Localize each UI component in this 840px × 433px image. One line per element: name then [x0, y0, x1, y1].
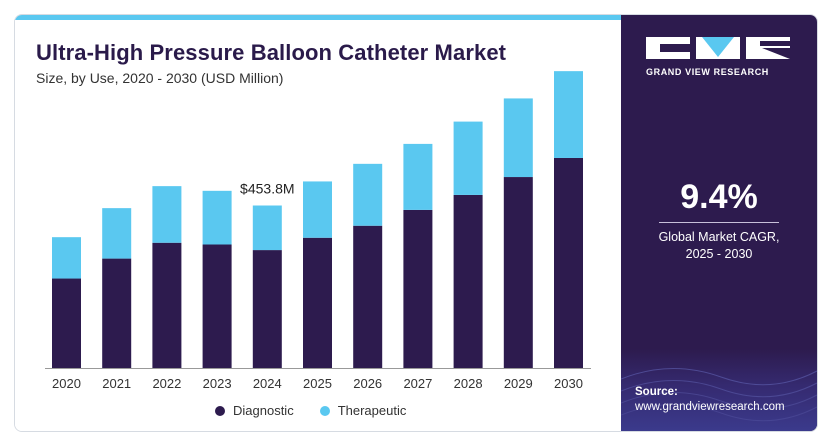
chart-subtitle: Size, by Use, 2020 - 2030 (USD Million) [36, 70, 284, 86]
x-tick-label-2025: 2025 [303, 376, 332, 391]
source-label: Source: [635, 386, 678, 398]
bar-diagnostic-2030 [554, 157, 583, 368]
cagr-divider [659, 222, 779, 223]
cagr-value: 9.4% [680, 178, 758, 216]
bar-diagnostic-2021 [102, 258, 132, 368]
x-tick-label-2023: 2023 [203, 376, 232, 391]
source-url[interactable]: www.grandviewresearch.com [635, 401, 785, 413]
x-tick-label-2030: 2030 [554, 376, 583, 391]
bar-therapeutic-2027 [403, 143, 433, 210]
bar-therapeutic-2022 [152, 186, 182, 243]
legend-item-therapeutic: Therapeutic [319, 403, 407, 418]
bar-diagnostic-2027 [403, 209, 433, 368]
decorative-wave-pattern [621, 349, 817, 431]
bar-therapeutic-2030 [554, 71, 583, 158]
chart-panel: Ultra-High Pressure Balloon Catheter Mar… [15, 20, 621, 431]
x-tick-label-2027: 2027 [403, 376, 432, 391]
logo-mark-v [696, 37, 740, 59]
data-label-2024: $453.8M [240, 180, 294, 196]
bar-therapeutic-2023 [202, 190, 232, 245]
bar-therapeutic-2025 [303, 181, 332, 238]
legend-item-diagnostic: Diagnostic [215, 403, 294, 418]
bar-diagnostic-2029 [503, 177, 533, 368]
x-tick-label-2026: 2026 [353, 376, 382, 391]
bar-therapeutic-2020 [52, 237, 81, 279]
bar-therapeutic-2024 [252, 205, 282, 251]
bar-diagnostic-2024 [252, 250, 282, 368]
bar-diagnostic-2026 [353, 225, 383, 368]
bar-diagnostic-2028 [453, 194, 483, 368]
chart-legend: Diagnostic Therapeutic [215, 403, 406, 418]
logo-mark-g [646, 37, 690, 59]
chart-card: Ultra-High Pressure Balloon Catheter Mar… [14, 14, 818, 432]
legend-swatch-therapeutic [319, 405, 330, 416]
cagr-label-line2: 2025 - 2030 [685, 247, 753, 261]
bar-therapeutic-2029 [503, 98, 533, 178]
bar-diagnostic-2020 [52, 278, 81, 368]
brand-logo: GRAND VIEW RESEARCH [646, 37, 792, 77]
brand-name: GRAND VIEW RESEARCH [646, 67, 769, 77]
bar-therapeutic-2028 [453, 121, 483, 195]
info-panel: GRAND VIEW RESEARCH 9.4% Global Market C… [621, 15, 817, 431]
source-note: Source: www.grandviewresearch.com [635, 385, 785, 415]
cagr-label: Global Market CAGR, 2025 - 2030 [621, 229, 817, 263]
cagr-label-line1: Global Market CAGR, [658, 230, 780, 244]
legend-swatch-diagnostic [215, 405, 225, 416]
legend-label-therapeutic: Therapeutic [337, 403, 407, 418]
x-tick-label-2020: 2020 [52, 376, 81, 391]
bar-diagnostic-2022 [152, 242, 182, 368]
x-tick-label-2021: 2021 [102, 376, 131, 391]
bar-therapeutic-2021 [102, 208, 132, 259]
chart-title: Ultra-High Pressure Balloon Catheter Mar… [36, 40, 507, 65]
logo-mark-r [746, 37, 790, 59]
bar-therapeutic-2026 [353, 163, 383, 226]
x-tick-label-2028: 2028 [454, 376, 483, 391]
x-tick-label-2022: 2022 [152, 376, 181, 391]
logo-marks [646, 37, 792, 59]
x-tick-label-2024: 2024 [253, 376, 282, 391]
bar-chart: 2020 2021 2022 2023 2024 $453.8M 2025 2026 2027 2… [45, 71, 591, 391]
legend-label-diagnostic: Diagnostic [233, 403, 294, 418]
x-tick-label-2029: 2029 [504, 376, 533, 391]
bar-diagnostic-2023 [202, 244, 232, 368]
bar-diagnostic-2025 [303, 237, 332, 368]
top-accent-stripe [15, 15, 621, 20]
